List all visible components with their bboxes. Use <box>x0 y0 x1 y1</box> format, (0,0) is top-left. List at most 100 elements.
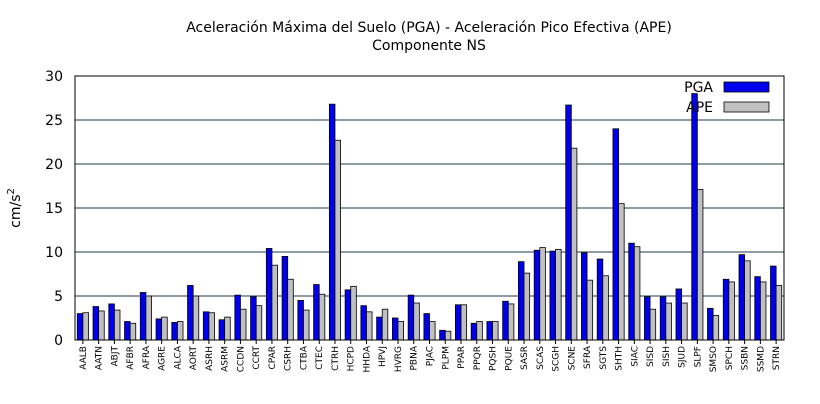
x-tick-label: AFBR <box>126 346 136 370</box>
bar-pga <box>565 104 572 341</box>
x-tick-label: PPQR <box>473 346 483 370</box>
bar-ape <box>665 302 672 341</box>
y-tick-label: 25 <box>45 113 63 129</box>
bar-ape <box>271 264 278 341</box>
bar-ape <box>539 247 546 341</box>
bar-pga <box>770 265 777 341</box>
bar-pga <box>171 321 178 341</box>
bar-pga <box>202 311 210 341</box>
bar-ape <box>712 314 720 341</box>
bar-pga <box>328 103 336 341</box>
gridlines <box>75 75 784 297</box>
bar-ape <box>633 246 641 341</box>
bar-pga <box>76 313 84 341</box>
bar-ape <box>696 189 704 341</box>
bar-ape <box>507 303 515 341</box>
bar-pga <box>423 313 430 341</box>
x-tick-label: SCNE <box>567 346 577 371</box>
x-tick-label: SPCH <box>725 346 735 370</box>
bar-pga <box>533 249 541 341</box>
bar-pga <box>754 276 761 341</box>
legend-label: PGA <box>684 80 713 96</box>
bar-ape <box>602 275 609 341</box>
bar-ape <box>476 321 483 341</box>
x-tick-label: ASRH <box>205 346 215 371</box>
bar-ape <box>161 316 168 341</box>
y-axis-label: cm/s2 <box>6 188 24 228</box>
bar-ape <box>129 322 137 341</box>
y-tick-label: 20 <box>45 157 63 173</box>
x-tick-label: SCGH <box>552 346 562 372</box>
x-tick-label: PJAC <box>426 346 436 366</box>
bar-pga <box>644 296 651 341</box>
bar-ape <box>775 285 783 341</box>
x-tick-label: ASRM <box>221 346 231 372</box>
x-tick-label: PQSH <box>489 346 499 371</box>
x-tick-label: PPAR <box>457 346 467 369</box>
x-tick-label: AGRE <box>158 346 168 371</box>
x-tick-label: PLPM <box>441 346 451 370</box>
bar-pga <box>344 289 352 341</box>
x-tick-label: AATN <box>95 346 105 370</box>
x-tick-label: SFRA <box>583 345 593 369</box>
bar-pga <box>187 285 194 341</box>
x-tick-label: CSRH <box>284 346 294 371</box>
bar-pga <box>549 250 556 341</box>
bar-ape <box>82 312 89 341</box>
bar-pga <box>659 296 667 341</box>
bar-ape <box>303 309 310 341</box>
bar-pga <box>281 255 289 341</box>
axes: 0 5 10 15 20 25 30 AALB AATN ABJT AFBR AFRA AGRE ALCA… <box>45 69 785 372</box>
legend-label: APE <box>686 100 713 116</box>
x-tick-label: CPAR <box>268 346 278 370</box>
bar-ape <box>113 309 121 341</box>
bar-ape <box>759 281 767 341</box>
x-tick-label: ALCA <box>173 345 183 369</box>
x-tick-label: CTRH <box>331 346 341 371</box>
bar-ape <box>177 321 184 341</box>
bar-pga <box>470 322 478 341</box>
x-tick-label: SASR <box>520 346 530 370</box>
bar-ape <box>397 321 404 341</box>
x-tick-label: STRN <box>772 346 782 370</box>
bar-ape <box>192 295 200 341</box>
legend-swatch <box>723 81 770 93</box>
bar-pga <box>376 316 383 341</box>
x-tick-label: HPVJ <box>378 346 388 367</box>
x-tick-label: SCAS <box>536 346 546 370</box>
x-tick-label: AORT <box>189 346 199 371</box>
bar-ape <box>570 147 578 341</box>
bar-pga <box>391 317 399 341</box>
bar-pga <box>596 258 604 341</box>
bar-pga <box>486 321 493 341</box>
bar-pga <box>675 288 682 341</box>
x-tick-label: SGTS <box>599 346 609 370</box>
bar-pga <box>628 242 635 341</box>
x-tick-label: PQUE <box>504 346 514 371</box>
x-tick-label: SISD <box>646 346 656 367</box>
bar-pga <box>265 248 273 341</box>
chart-title: Aceleración Máxima del Suelo (PGA) - Ace… <box>186 20 672 36</box>
bar-pga <box>218 319 226 341</box>
x-tick-label: SSBN <box>741 346 751 370</box>
bar-pga <box>738 254 746 341</box>
bar-ape <box>492 321 499 341</box>
bar-ape <box>555 248 562 341</box>
bar-ape <box>287 278 294 341</box>
bar-pga <box>250 296 257 341</box>
y-axis-label-exponent: 2 <box>6 188 17 194</box>
bar-ape <box>98 310 105 341</box>
bar-pga <box>581 252 588 341</box>
y-tick-label: 15 <box>45 201 63 217</box>
x-tick-label: HHDA <box>362 345 372 372</box>
x-tick-label: PBNA <box>410 345 420 370</box>
bar-pga <box>155 318 163 341</box>
x-tick-label: SSMD <box>756 346 766 372</box>
bar-ape <box>444 330 452 341</box>
bar-pga <box>139 292 147 341</box>
bar-pga <box>92 306 100 341</box>
chart-subtitle: Componente NS <box>372 38 486 54</box>
bar-ape <box>744 260 751 341</box>
